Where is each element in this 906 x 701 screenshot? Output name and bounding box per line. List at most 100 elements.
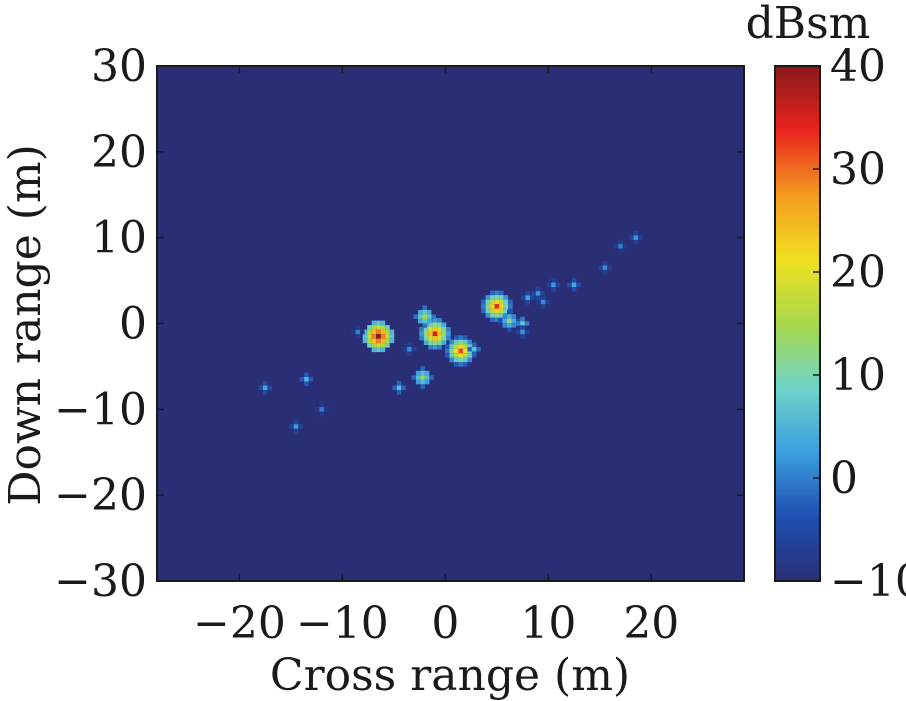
- scatterer-pixel: [376, 334, 381, 339]
- scatterer-pixel: [515, 321, 521, 326]
- scatterer-pixel: [494, 308, 500, 314]
- scatterer-pixel: [441, 322, 447, 327]
- scatterer-pixel: [555, 282, 561, 288]
- scatterer-point: [402, 342, 417, 356]
- scatterer-pixel: [467, 353, 472, 358]
- scatterer-pixel: [524, 321, 530, 326]
- scatterer-pixel: [289, 424, 294, 429]
- scatterer-pixel: [304, 381, 309, 386]
- scatterer-pixel: [262, 381, 268, 386]
- scatterer-pixel: [380, 329, 386, 335]
- scatterer-pixel: [454, 353, 459, 358]
- scatterer-pixel: [567, 282, 572, 288]
- scatterer-point: [546, 278, 561, 292]
- scatterer-pixel: [485, 295, 491, 300]
- scatterer-pixel: [362, 338, 368, 344]
- scatterer-pixel: [607, 265, 612, 270]
- scatterer-pixel: [355, 334, 361, 339]
- scatterer-pixel: [308, 377, 314, 382]
- scatterer-point: [419, 318, 451, 350]
- x-tick-label: −20: [193, 598, 286, 649]
- colorbar-tick-label: 40: [830, 41, 886, 92]
- scatterer-pixel: [524, 329, 530, 335]
- scatterer-pixel: [535, 286, 541, 292]
- scatterer-pixel: [499, 304, 504, 309]
- scatterer-pixel: [415, 379, 421, 385]
- scatterer-pixel: [423, 336, 429, 341]
- x-axis: −20 −10 0 10 20: [193, 66, 679, 649]
- scatterer-pixel: [367, 343, 372, 348]
- scatterer-pixel: [355, 325, 361, 330]
- colorbar-gradient: [774, 65, 821, 582]
- scatterer-pixel: [411, 375, 416, 380]
- scatterer-pixel: [367, 338, 372, 344]
- scatterer-pixel: [432, 331, 438, 336]
- scatterer-point: [567, 278, 581, 292]
- scatterer-pixel: [498, 318, 503, 324]
- colorbar-tick-label: 20: [830, 247, 886, 298]
- scatterer-pixel: [371, 347, 377, 353]
- scatterer-pixel: [418, 309, 423, 315]
- scatterer-pixel: [499, 299, 504, 305]
- scatterer-pixel: [432, 340, 438, 345]
- scatterer-pixel: [511, 314, 516, 319]
- scatterer-pixel: [481, 308, 486, 314]
- scatterer-pixel: [454, 344, 459, 349]
- scatterer-pixel: [571, 278, 577, 283]
- scatterer-pixel: [258, 385, 263, 391]
- scatterer-pixel: [481, 299, 486, 305]
- scatterer-pixel: [402, 347, 408, 352]
- scatterer-pixel: [494, 304, 500, 309]
- scatterer-pixel: [441, 331, 447, 336]
- x-tick-label: 0: [431, 598, 459, 649]
- scatterer-pixel: [525, 291, 530, 296]
- y-tick-label: 30: [91, 41, 147, 92]
- scatterer-pixel: [427, 318, 432, 324]
- scatterer-pixel: [551, 278, 556, 283]
- scatterer-pixel: [503, 304, 509, 309]
- scatterer-point: [351, 325, 365, 339]
- scatterer-pixel: [449, 348, 454, 354]
- scatterer-pixel: [530, 295, 535, 300]
- scatterer-pixel: [380, 320, 386, 326]
- scatterer-pixel: [432, 345, 438, 350]
- scatterer-pixel: [419, 331, 424, 336]
- scatterer-pixel: [445, 353, 450, 358]
- scatterer-pixel: [418, 318, 423, 324]
- scatterer-pixel: [424, 379, 430, 385]
- scatterer-pixel: [437, 327, 442, 332]
- scatterer-pixel: [507, 309, 512, 315]
- scatterer-pixel: [485, 299, 491, 305]
- scatterer-pixel: [437, 322, 442, 327]
- scatterer-pixel: [502, 314, 507, 319]
- scatterer-pixel: [432, 322, 438, 327]
- scatterer-pixel: [494, 313, 500, 318]
- scatterer-pixel: [380, 338, 386, 344]
- scatterer-pixel: [494, 317, 500, 323]
- scatterer-pixel: [441, 327, 447, 332]
- scatterer-pixel: [485, 308, 491, 314]
- colorbar-tick-label: 0: [830, 453, 858, 504]
- scatterer-pixel: [622, 244, 628, 249]
- scatterer-pixel: [420, 375, 425, 380]
- scatterer-pixel: [422, 305, 427, 310]
- scatterer-pixel: [293, 428, 299, 434]
- y-axis-label: Down range (m): [0, 144, 51, 506]
- scatterer-pixel: [516, 318, 521, 324]
- scatterer-pixel: [618, 248, 623, 253]
- scatterer-point: [531, 286, 545, 301]
- scatterer-pixel: [324, 407, 329, 412]
- scatterer-pixel: [551, 282, 556, 288]
- scatterer-pixel: [437, 345, 442, 350]
- scatterer-pixel: [503, 299, 509, 305]
- scatterer-point: [413, 305, 436, 328]
- scatterer-pixel: [508, 304, 513, 309]
- scatterer-pixel: [437, 318, 442, 323]
- scatterer-pixel: [525, 300, 530, 305]
- scatterer-point: [515, 325, 530, 339]
- scatterer-pixel: [376, 325, 381, 330]
- scatterer-pixel: [385, 329, 390, 335]
- scatterer-pixel: [385, 325, 390, 330]
- scatterer-pixel: [613, 244, 619, 249]
- scatterer-pixel: [424, 370, 430, 376]
